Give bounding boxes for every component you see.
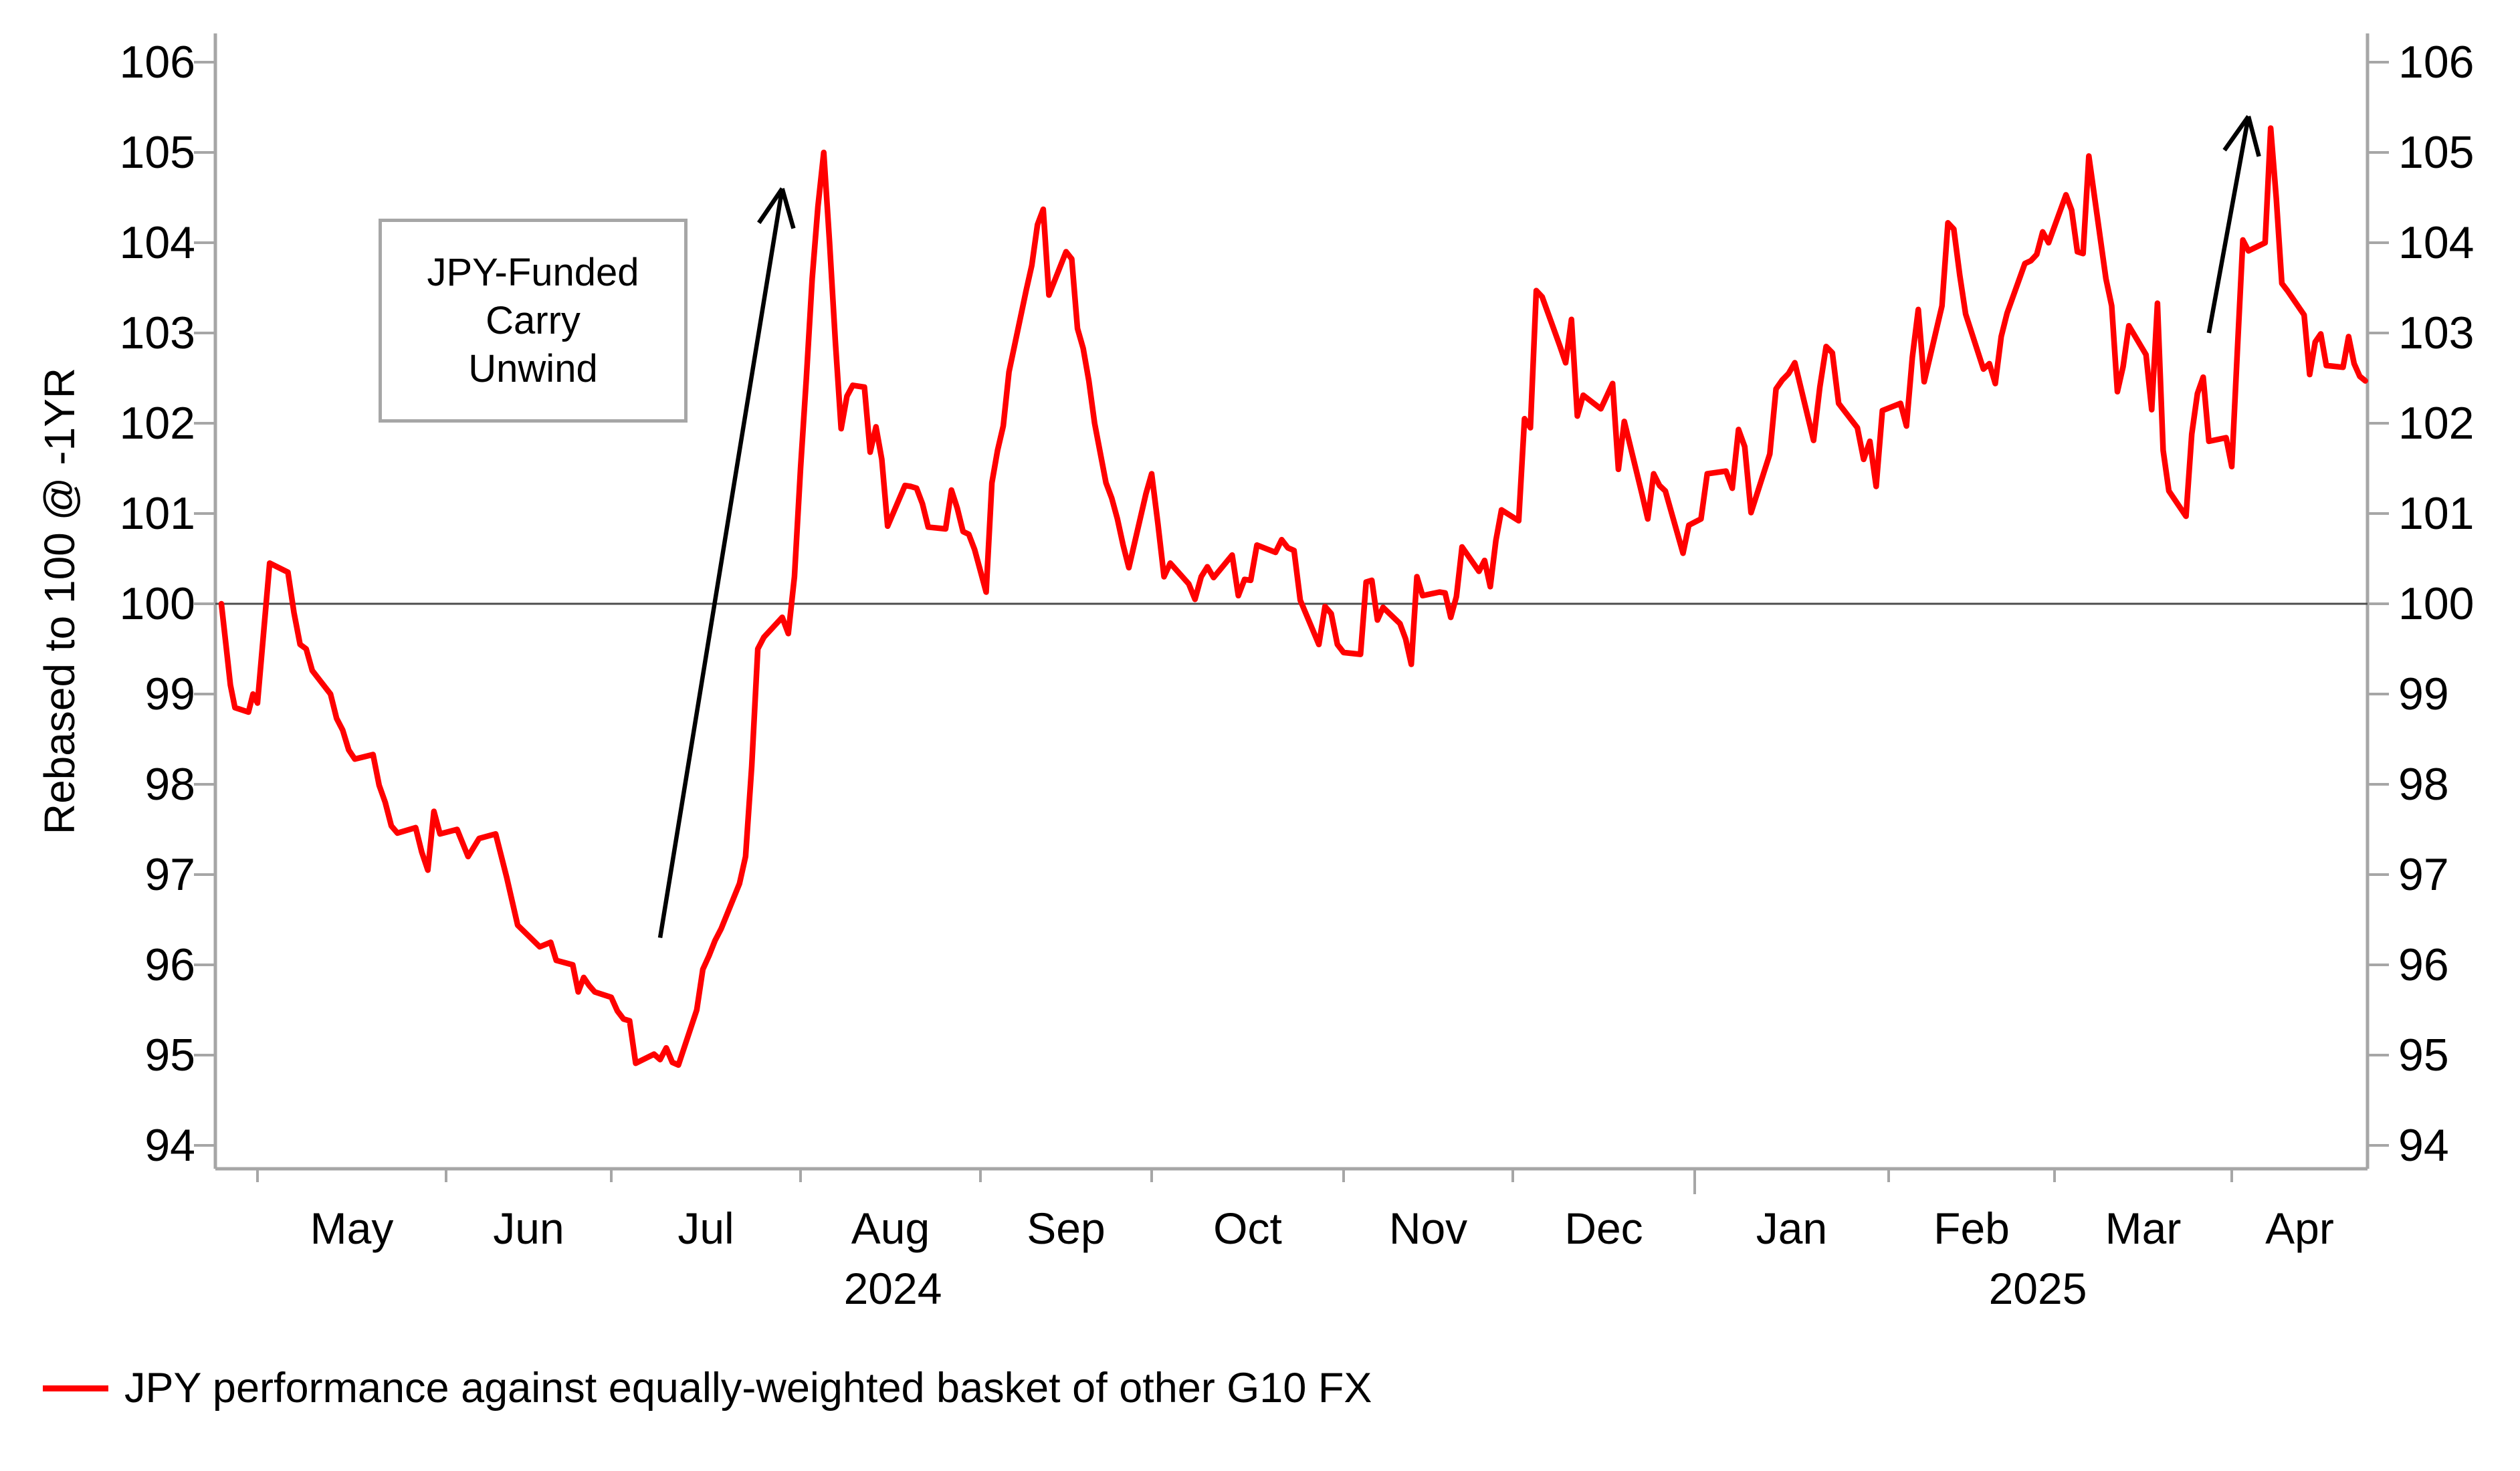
y-tick-label-left: 97 [144,849,195,900]
arrow-barb [757,187,784,225]
y-tick-label-left: 102 [119,398,195,449]
month-label: Apr [2265,1204,2334,1253]
y-tick-label-right: 95 [2398,1030,2449,1081]
month-label: Nov [1388,1204,1468,1253]
y-tick-label-left: 103 [119,308,195,358]
y-tick-label-left: 98 [144,759,195,810]
annotation-line: Carry [486,298,581,342]
month-label: May [310,1204,394,1253]
y-tick-label-left: 106 [119,37,195,88]
y-tick-label-right: 100 [2398,578,2475,629]
annotation-box: JPY-Funded Carry Unwind [379,219,688,423]
arrow-shaft [2206,116,2251,334]
legend-line-swatch [43,1385,108,1391]
annotation-line: JPY-Funded [427,250,639,294]
month-label: Dec [1564,1204,1643,1253]
y-tick-label-right: 97 [2398,849,2449,900]
month-label: Feb [1933,1204,2010,1253]
y-tick-label-left: 104 [119,217,195,268]
arrow-barb [780,188,796,229]
legend: JPY performance against equally-weighted… [43,1363,1372,1413]
month-label: Sep [1027,1204,1106,1253]
y-tick-label-right: 106 [2398,37,2475,88]
y-tick-label-left: 101 [119,488,195,539]
y-tick-label-left: 95 [144,1030,195,1081]
month-label: Aug [851,1204,930,1253]
y-tick-label-left: 105 [119,127,195,178]
month-label: Jul [677,1204,734,1253]
month-label: Mar [2105,1204,2182,1253]
year-label: 2024 [843,1264,942,1313]
month-label: Jan [1756,1204,1828,1253]
carry-unwind-arrows [657,115,2261,939]
arrow-barb [2222,115,2250,152]
y-tick-label-right: 102 [2398,398,2475,449]
y-tick-label-right: 104 [2398,217,2475,268]
month-label: Oct [1213,1204,1282,1253]
annotation-line: Unwind [468,346,598,390]
y-tick-label-right: 103 [2398,308,2475,358]
jpy-performance-line [218,125,2368,1068]
y-tick-label-right: 99 [2398,669,2449,719]
y-tick-label-left: 99 [144,669,195,719]
y-tick-label-left: 100 [119,578,195,629]
y-tick-label-left: 94 [144,1120,195,1171]
arrow-barb [2246,116,2261,157]
legend-label: JPY performance against equally-weighted… [124,1365,1372,1411]
arrow-shaft [657,188,784,939]
y-tick-label-right: 98 [2398,759,2449,810]
y-tick-label-right: 94 [2398,1120,2449,1171]
y-tick-label-left: 96 [144,939,195,990]
axes-group [194,33,2389,1194]
month-label: Jun [493,1204,564,1253]
y-tick-label-right: 101 [2398,488,2475,539]
y-tick-label-right: 96 [2398,939,2449,990]
year-label: 2025 [1988,1264,2087,1313]
y-tick-label-right: 105 [2398,127,2475,178]
y-axis-title: Rebased to 100 @ -1YR [35,367,84,835]
